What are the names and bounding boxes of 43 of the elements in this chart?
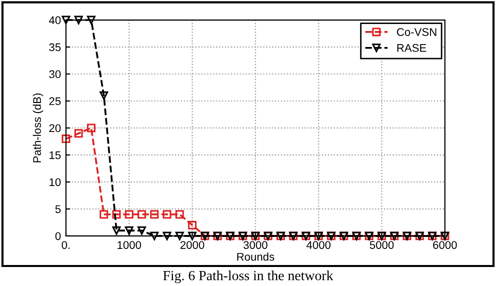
point: [150, 232, 159, 240]
point: [162, 210, 172, 219]
y-tick-label: 25: [49, 97, 61, 106]
y-tick-label: 35: [49, 43, 61, 52]
x-tick-label: 3000: [244, 241, 268, 249]
point: [175, 210, 184, 219]
x-tick-label: 1000: [118, 241, 142, 249]
point: [112, 210, 121, 219]
y-tick-label: 15: [50, 151, 61, 160]
x-tick-label: 5000: [370, 241, 394, 249]
point: [86, 16, 96, 24]
y-axis-title: Path-loss (dB): [32, 93, 44, 162]
point: [86, 124, 96, 132]
x-tick-label: 6000: [433, 241, 457, 249]
point: [138, 226, 146, 235]
point: [62, 134, 70, 144]
x-tick-label: 4000: [306, 241, 331, 249]
x-tick-label: 2000: [180, 241, 204, 249]
y-tick-label: 10: [50, 178, 61, 186]
y-tick-label: 20: [49, 124, 61, 132]
y-tick-label: 5: [55, 205, 61, 214]
point: [188, 232, 197, 240]
legend-label: RASE: [397, 44, 426, 52]
point: [100, 91, 108, 100]
point: [162, 232, 172, 240]
point: [112, 226, 121, 235]
caption: Fig. 6 Path-loss in the network: [163, 270, 334, 284]
point: [74, 129, 83, 138]
y-tick-label: 0: [55, 232, 61, 240]
point: [62, 16, 70, 24]
y-tick-label: 30: [49, 70, 61, 78]
point: [74, 16, 83, 24]
legend-label: Co-VSN: [396, 28, 436, 36]
x-tick-label: 0.: [62, 241, 70, 249]
point: [150, 210, 159, 219]
y-tick-label: 40: [49, 16, 61, 24]
point: [188, 220, 197, 230]
point: [124, 226, 134, 235]
point: [175, 232, 184, 240]
point: [138, 210, 146, 219]
point: [124, 210, 134, 219]
x-axis-title: Rounds: [237, 252, 274, 261]
point: [100, 210, 108, 219]
